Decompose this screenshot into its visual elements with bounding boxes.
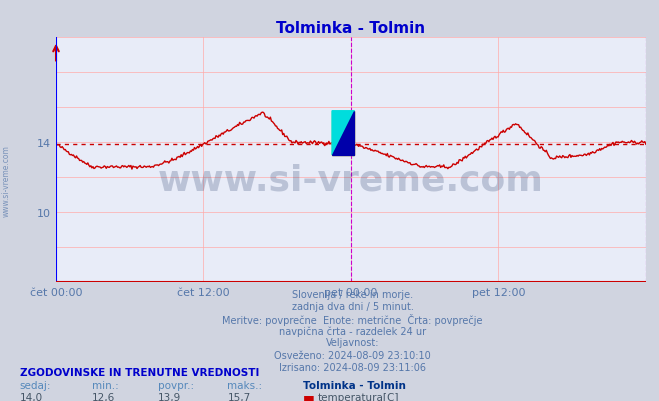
Text: sedaj:: sedaj: xyxy=(20,380,51,390)
Text: www.si-vreme.com: www.si-vreme.com xyxy=(2,145,11,216)
Text: ZGODOVINSKE IN TRENUTNE VREDNOSTI: ZGODOVINSKE IN TRENUTNE VREDNOSTI xyxy=(20,367,259,377)
Text: maks.:: maks.: xyxy=(227,380,262,390)
Title: Tolminka - Tolmin: Tolminka - Tolmin xyxy=(276,20,426,36)
Text: povpr.:: povpr.: xyxy=(158,380,194,390)
Text: ■: ■ xyxy=(303,392,315,401)
Text: Slovenija / reke in morje.: Slovenija / reke in morje. xyxy=(292,290,413,300)
Text: 13,9: 13,9 xyxy=(158,392,181,401)
Text: Meritve: povprečne  Enote: metrične  Črta: povprečje: Meritve: povprečne Enote: metrične Črta:… xyxy=(222,314,483,326)
Text: 14,0: 14,0 xyxy=(20,392,43,401)
Polygon shape xyxy=(332,111,355,156)
Text: 12,6: 12,6 xyxy=(92,392,115,401)
Text: zadnja dva dni / 5 minut.: zadnja dva dni / 5 minut. xyxy=(292,302,413,312)
Text: navpična črta - razdelek 24 ur: navpična črta - razdelek 24 ur xyxy=(279,326,426,336)
Text: min.:: min.: xyxy=(92,380,119,390)
Text: Osveženo: 2024-08-09 23:10:10: Osveženo: 2024-08-09 23:10:10 xyxy=(274,350,431,360)
Text: 15,7: 15,7 xyxy=(227,392,250,401)
Text: Tolminka - Tolmin: Tolminka - Tolmin xyxy=(303,380,406,390)
Polygon shape xyxy=(332,111,355,156)
Text: Veljavnost:: Veljavnost: xyxy=(326,338,380,348)
Text: Izrisano: 2024-08-09 23:11:06: Izrisano: 2024-08-09 23:11:06 xyxy=(279,362,426,372)
Polygon shape xyxy=(332,111,355,156)
Text: temperatura[C]: temperatura[C] xyxy=(318,392,399,401)
Text: www.si-vreme.com: www.si-vreme.com xyxy=(158,163,544,197)
